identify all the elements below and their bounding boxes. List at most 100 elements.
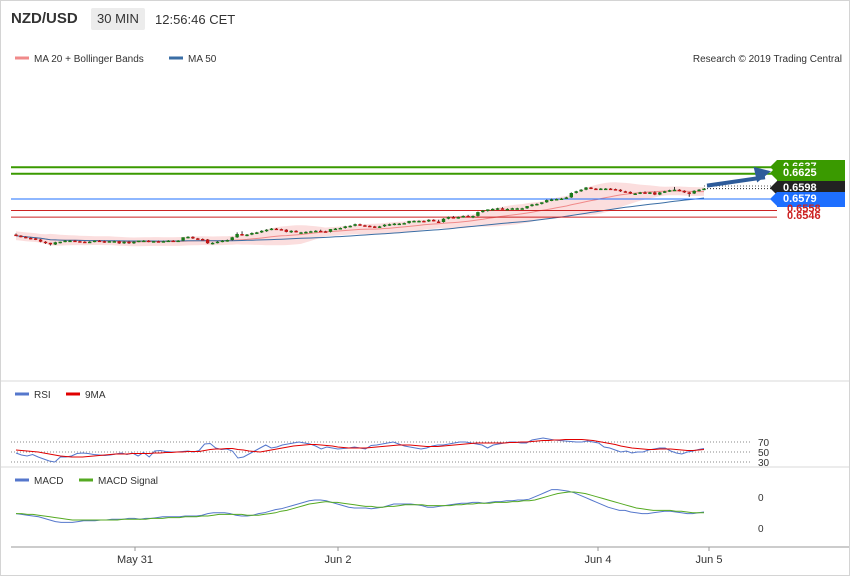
candle-body — [643, 192, 647, 194]
support-level-tag: 0.6546 — [787, 210, 821, 223]
projection-arrowhead — [753, 166, 771, 183]
support-level-tag: 0.6558 — [787, 203, 821, 216]
candle-body — [156, 241, 161, 243]
projection-line — [706, 175, 766, 188]
credit-label: Research © 2019 Trading Central — [693, 54, 842, 65]
candle-body — [589, 187, 593, 189]
candle-body — [171, 240, 175, 243]
candle-body — [373, 226, 377, 228]
timeframe-selector[interactable]: 30 MIN — [91, 8, 145, 30]
candle-body — [142, 240, 146, 243]
candle-body — [196, 238, 200, 240]
candle-body — [235, 234, 239, 238]
candle-body — [314, 230, 318, 233]
target-level-tag: 0.6625 — [770, 166, 845, 182]
candle-body — [323, 231, 328, 233]
symbol-label: NZD/USD — [11, 10, 78, 27]
candle-body — [240, 234, 244, 236]
candle-body — [14, 234, 18, 237]
candle-body — [702, 188, 706, 191]
candle-body — [294, 230, 298, 233]
candle-body — [166, 240, 170, 243]
candle-body — [412, 220, 416, 223]
candle-body — [687, 192, 691, 194]
candle-body — [181, 237, 185, 241]
rsi-tick-label: 70 — [758, 438, 770, 449]
candle-body — [402, 223, 406, 225]
header-bar: NZD/USD 30 MIN 12:56:46 CET — [1, 1, 849, 37]
candle-body — [191, 236, 195, 239]
candle-body — [382, 224, 387, 227]
candle-body — [78, 241, 82, 243]
macd-legend-label: MACD — [34, 476, 63, 487]
candle-body — [599, 188, 603, 191]
candle-body — [510, 208, 514, 210]
candle-body — [525, 206, 529, 209]
candle-body — [432, 219, 436, 222]
candle-body — [663, 191, 667, 193]
candle-body — [387, 224, 392, 226]
candle-body — [58, 241, 62, 244]
candle-body — [648, 192, 652, 194]
candle-body — [353, 224, 357, 226]
rsi-tick-label: 50 — [758, 448, 770, 459]
candle-body — [672, 189, 677, 192]
candle-body — [574, 191, 578, 193]
candle-body — [304, 231, 308, 234]
x-axis-label: Jun 5 — [696, 554, 723, 566]
candle-body — [554, 199, 559, 201]
candle-body — [638, 192, 642, 194]
candle-body — [122, 241, 126, 244]
candle-body — [569, 193, 573, 198]
candle-body — [476, 212, 480, 216]
candle-body — [559, 198, 564, 200]
candle-body — [608, 188, 613, 191]
ma50-line — [15, 197, 705, 242]
candle-body — [328, 229, 333, 232]
x-axis-labels: May 31 Jun 2 Jun 4 Jun 5 — [117, 547, 723, 566]
candle-body — [343, 226, 347, 228]
projection-arrow — [706, 166, 771, 188]
candle-body — [250, 233, 254, 235]
candle-body — [540, 202, 544, 204]
price-levels — [11, 166, 777, 218]
candle-body — [520, 208, 524, 210]
macd-signal-line — [16, 491, 704, 521]
candle-body — [500, 208, 505, 210]
candle-body — [269, 228, 274, 231]
candle-body — [255, 232, 259, 234]
candle-body — [628, 191, 632, 194]
candle-body — [205, 239, 210, 244]
candle-body — [53, 242, 57, 245]
bollinger-band — [15, 182, 705, 247]
candle-body — [377, 226, 382, 228]
candle-body — [186, 236, 190, 239]
candle-body — [210, 242, 215, 245]
ma50-legend-label: MA 50 — [188, 54, 217, 65]
candle-body — [147, 240, 151, 243]
candle-body — [530, 204, 534, 207]
candle-body — [348, 225, 352, 228]
candle-body — [594, 188, 598, 191]
candle-body — [491, 208, 495, 211]
candle-body — [505, 208, 510, 211]
candle-body — [48, 242, 53, 245]
candle-body — [461, 216, 465, 218]
candle-body — [83, 241, 87, 244]
candle-body — [137, 240, 141, 243]
candle-body — [417, 220, 421, 223]
candle-body — [309, 231, 313, 233]
rsi-ma-line — [15, 439, 705, 458]
candle-body — [358, 224, 362, 226]
candle-body — [215, 241, 220, 244]
candle-body — [495, 208, 500, 210]
macd-line — [15, 489, 705, 523]
candle-body — [584, 187, 588, 190]
candle-body — [19, 235, 23, 238]
candle-body — [284, 229, 288, 232]
candle-body — [63, 240, 67, 243]
candle-body — [29, 237, 33, 240]
candle-body — [92, 240, 97, 243]
